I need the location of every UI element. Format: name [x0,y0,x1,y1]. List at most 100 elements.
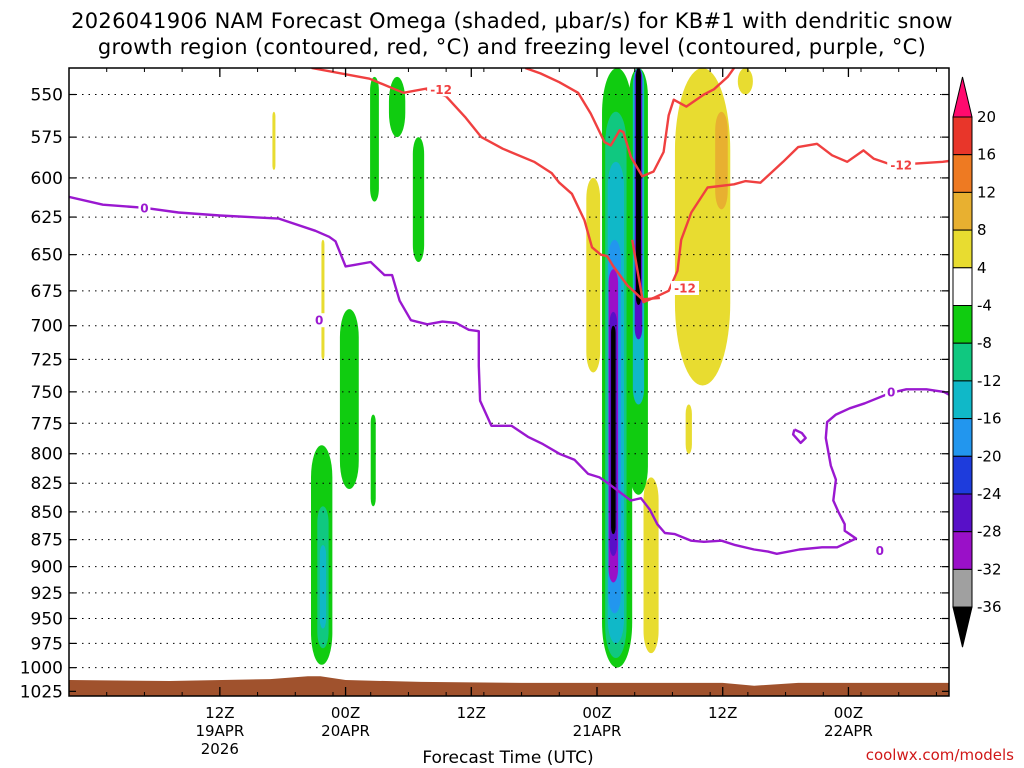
omega-shade-ascent-a-inner [319,545,327,629]
colorbar-top-arrow [952,76,973,118]
dendritic-contour-1 [425,88,660,301]
omega-shade-desc-k [685,404,692,454]
freezing-level-contour-1 [791,428,807,445]
contour-label: 0 [887,385,895,399]
x-tick-label: 12Z [205,704,234,722]
x-tick-date: 21APR [573,722,622,740]
omega-shading-layer [272,68,753,668]
y-tick-label-1025: 1025 [20,682,63,702]
x-axis-title: Forecast Time (UTC) [422,748,593,768]
chart-title-line1: 2026041906 NAM Forecast Omega (shaded, μ… [71,9,953,33]
x-tick-label: 00Z [331,704,360,722]
x-tick-date: 19APR [195,722,244,740]
colorbar-label: -12 [977,372,1002,390]
colorbar-swatch [952,418,973,457]
colorbar-label: -32 [977,560,1002,578]
contour-label: -12 [430,83,452,97]
omega-shade-ascent-f [412,137,425,263]
omega-shade-ascent-e [388,76,406,138]
omega-shade-desc-n [737,68,753,95]
omega-shade-desc-m [715,111,728,210]
contour-label-bg [427,82,456,97]
contour-label-bg [873,543,886,558]
y-tick-label-725: 725 [31,350,63,370]
y-tick-label-975: 975 [31,634,63,654]
y-tick-label-1000: 1000 [20,659,63,679]
colorbar-label: -20 [977,447,1002,465]
omega-shade-ascent-c [370,414,376,507]
x-tick-label: 12Z [457,704,486,722]
y-tick-label-875: 875 [31,531,63,551]
colorbar-swatch [952,154,973,193]
contour-label-bg [313,313,326,328]
colorbar-swatch [952,568,973,608]
y-tick-label-575: 575 [31,128,63,148]
gridlines [69,94,949,692]
colorbar-label: -4 [977,297,992,315]
colorbar-label: 12 [977,183,996,201]
colorbar-swatch [952,229,973,269]
colorbar-swatch [952,531,973,570]
y-tick-label-625: 625 [31,208,63,228]
x-tick-label: 12Z [708,704,737,722]
colorbar-label: 8 [977,221,987,239]
contour-label-bg [887,158,916,173]
contour-label-bg [138,200,151,215]
colorbar-swatch [952,342,973,382]
contour-label: 0 [876,544,884,558]
chart-title: 2026041906 NAM Forecast Omega (shaded, μ… [0,8,1024,60]
y-tick-label-675: 675 [31,282,63,302]
omega-shade-ascent-d [370,76,379,202]
contour-layer [69,68,949,696]
y-tick-label-550: 550 [31,86,63,106]
colorbar-swatch [952,380,973,420]
x-tick-date: 20APR [321,722,370,740]
credit-link[interactable]: coolwx.com/models [866,746,1014,764]
y-tick-label-700: 700 [31,317,63,337]
y-tick-label-850: 850 [31,503,63,523]
contour-label: -12 [674,282,696,296]
x-tick-label: 00Z [834,704,863,722]
y-tick-label-900: 900 [31,558,63,578]
omega-shade-desc-g [272,111,276,170]
y-tick-label-800: 800 [31,445,63,465]
y-tick-label-750: 750 [31,383,63,403]
y-tick-label-825: 825 [31,474,63,494]
y-tick-label-950: 950 [31,609,63,629]
y-tick-label-925: 925 [31,584,63,604]
omega-shade-desc-h [321,239,325,360]
y-tick-label-775: 775 [31,414,63,434]
colorbar-label: -16 [977,410,1002,428]
colorbar-label: -36 [977,598,1002,616]
contour-label-bg [671,281,699,296]
colorbar-swatch [952,191,973,231]
colorbar-label: 16 [977,146,996,164]
contour-label: -12 [890,159,912,173]
y-axis: 550 575 600 625 650 675 700 725 750 775 800 825 850 8… [20,86,949,702]
x-tick-date: 22APR [824,722,873,740]
contour-label: 0 [140,201,148,215]
contour-label-layer: -12 -12 -12 0 0 0 0 [138,82,916,558]
freezing-level-contour-0 [69,195,949,555]
contour-label: 0 [315,314,323,328]
omega-shade-ascent-b [339,309,359,490]
colorbar-label: 20 [977,108,996,126]
colorbar-swatch [952,455,973,495]
colorbar-swatch [952,493,973,533]
colorbar-swatch [952,267,973,306]
colorbar-label: -8 [977,334,992,352]
colorbar: 20 16 12 8 4 -4 -8 -12 -16 -20 -24 -28 -32 -36 [952,76,1002,648]
colorbar-swatch [952,305,973,344]
x-tick-label: 00Z [582,704,611,722]
omega-shade-desc-i [586,177,601,373]
terrain-area [69,676,949,696]
y-tick-label-650: 650 [31,246,63,266]
colorbar-label: 4 [977,259,987,277]
chart-title-line2: growth region (contoured, red, °C) and f… [97,35,927,59]
dendritic-contour-3 [631,142,949,304]
dendritic-contour-2 [524,68,735,178]
colorbar-swatch [952,116,973,156]
contour-label-bg [885,384,898,399]
